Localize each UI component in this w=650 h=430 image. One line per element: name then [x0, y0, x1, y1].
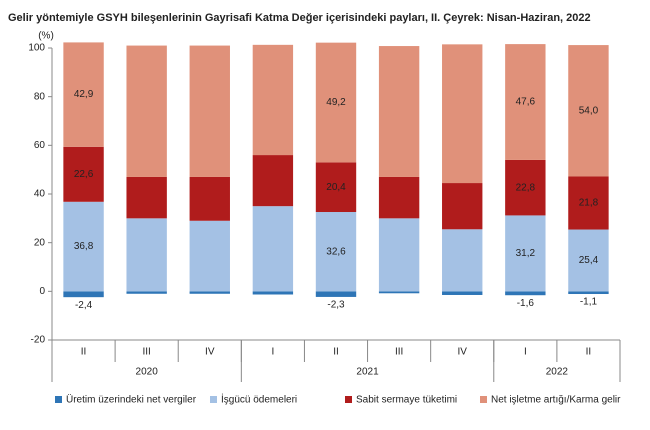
data-label: 25,4	[579, 255, 599, 266]
x-tick-label: III	[142, 347, 150, 358]
bar-segment	[189, 291, 230, 294]
y-tick-label: 60	[34, 140, 46, 151]
bar-segment	[442, 291, 483, 295]
legend-swatch	[55, 396, 62, 403]
x-tick-label: II	[333, 347, 339, 358]
data-label: 42,9	[74, 89, 94, 100]
data-label: 22,8	[516, 182, 536, 193]
x-tick-label: III	[395, 347, 403, 358]
data-label: -2,4	[75, 300, 93, 311]
y-tick-label: 80	[34, 91, 46, 102]
bar-segment	[189, 220, 230, 292]
data-label: 54,0	[579, 105, 599, 116]
bar-segment	[568, 45, 609, 177]
data-label: 20,4	[326, 182, 346, 193]
bar-segment	[568, 229, 609, 292]
x-tick-label: II	[81, 347, 87, 358]
bar-segment	[189, 176, 230, 221]
bar-segment	[63, 291, 104, 298]
legend-label: Net işletme artığı/Karma gelir	[491, 395, 621, 406]
bar-segment	[252, 155, 294, 207]
bar-segment	[252, 206, 294, 292]
data-label: 21,8	[579, 198, 599, 209]
x-tick-label: II	[586, 347, 592, 358]
data-label: 22,6	[74, 169, 94, 180]
bar-segment	[315, 291, 357, 297]
y-tick-label: 20	[34, 237, 46, 248]
bar-segment	[378, 291, 420, 294]
group-label: 2022	[546, 367, 569, 378]
legend-swatch	[480, 396, 487, 403]
bar-segment	[126, 45, 167, 177]
bar-segment	[126, 291, 167, 294]
x-tick-label: I	[271, 347, 274, 358]
bar-segment	[252, 44, 294, 156]
data-label: -1,1	[580, 297, 598, 308]
bar-segment	[315, 212, 357, 292]
bar-segment	[63, 201, 104, 292]
legend-label: Sabit sermaye tüketimi	[356, 395, 457, 406]
bar-segment	[378, 46, 420, 177]
data-label: 49,2	[326, 97, 346, 108]
bar-segment	[442, 183, 483, 230]
legend-label: Üretim üzerindeki net vergiler	[66, 394, 197, 406]
bar-segment	[505, 44, 546, 160]
data-label: -2,3	[327, 300, 345, 311]
data-label: 36,8	[74, 241, 94, 252]
bar-segment	[126, 218, 167, 292]
x-tick-label: IV	[205, 347, 215, 358]
bar-segment	[126, 176, 167, 219]
x-tick-label: I	[524, 347, 527, 358]
group-label: 2021	[356, 367, 379, 378]
y-tick-label: 0	[39, 286, 45, 297]
group-label: 2020	[136, 367, 159, 378]
bar-segment	[63, 146, 104, 202]
y-tick-label: -20	[31, 335, 46, 346]
data-label: -1,6	[517, 298, 535, 309]
x-tick-label: IV	[457, 347, 467, 358]
bar-segment	[63, 42, 104, 147]
chart-title: Gelir yöntemiyle GSYH bileşenlerinin Gay…	[8, 12, 591, 24]
legend-label: İşgücü ödemeleri	[221, 393, 297, 406]
bar-segment	[505, 215, 546, 292]
bar-segment	[378, 176, 420, 219]
bar-segment	[442, 44, 483, 184]
y-tick-label: 40	[34, 189, 46, 200]
bar-segment	[315, 42, 357, 163]
data-label: 47,6	[516, 97, 536, 108]
bar-segment	[568, 291, 609, 295]
bar-segment	[315, 162, 357, 213]
y-tick-label: 100	[28, 43, 45, 54]
data-label: 32,6	[326, 246, 346, 257]
bar-segment	[252, 291, 294, 295]
bar-segment	[505, 159, 546, 216]
legend-swatch	[345, 396, 352, 403]
bar-segment	[505, 291, 546, 296]
data-label: 31,2	[516, 248, 536, 259]
bar-segment	[189, 45, 230, 177]
bar-segment	[442, 229, 483, 292]
legend-swatch	[210, 396, 217, 403]
bar-segment	[568, 176, 609, 230]
bar-segment	[378, 218, 420, 292]
y-unit-label: (%)	[38, 31, 54, 42]
